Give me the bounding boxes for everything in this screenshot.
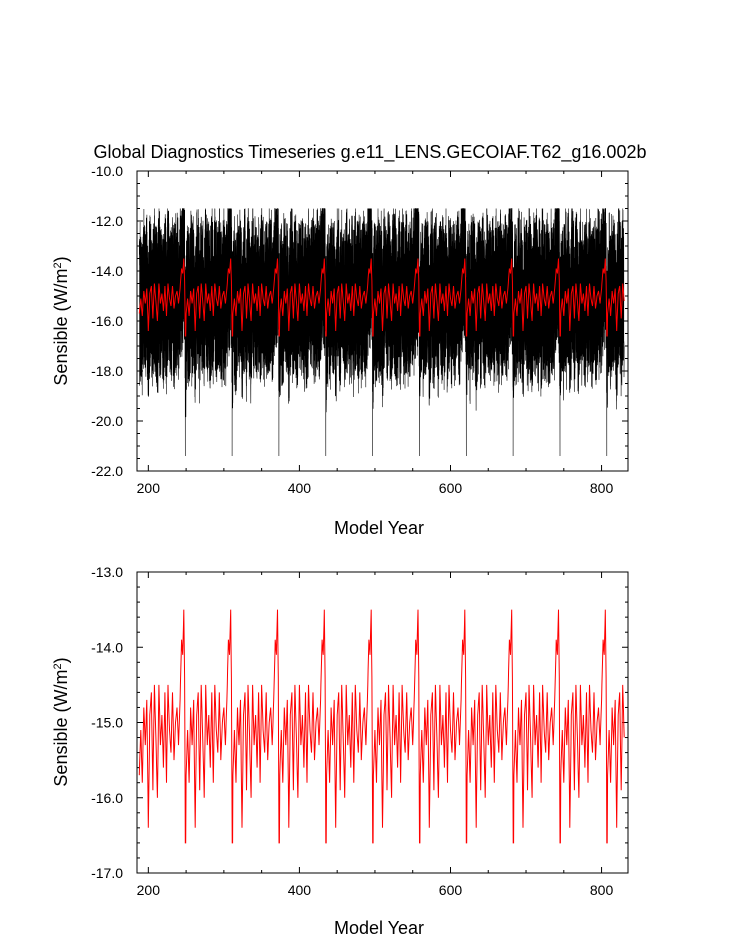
bottom-ylabel-sup: 2 bbox=[52, 663, 64, 669]
x-tick-label: 800 bbox=[590, 480, 614, 496]
bottom-ylabel-text: Sensible (W/m bbox=[51, 670, 71, 787]
top-ylabel: Sensible (W/m2) bbox=[51, 256, 71, 385]
bottom-ylabel-suffix: ) bbox=[51, 657, 71, 663]
bottom-axis-ticks: 200 400 600 800 -17.0 -16.0 -15.0 -14.0 -13.0 bbox=[91, 564, 628, 898]
x-tick-label: 200 bbox=[137, 882, 161, 898]
y-tick-label: -10.0 bbox=[91, 163, 123, 179]
y-tick-label: -16.0 bbox=[91, 790, 123, 806]
bottom-ylabel: Sensible (W/m2) bbox=[51, 657, 71, 786]
chart-title: Global Diagnostics Timeseries g.e11_LENS… bbox=[94, 142, 647, 163]
y-tick-label: -12.0 bbox=[91, 213, 123, 229]
top-panel: 200 400 600 800 -22.0 -20.0 -18.0 -16.0 -14.0 -12… bbox=[51, 163, 629, 538]
x-tick-label: 600 bbox=[439, 480, 463, 496]
top-axis-ticks: 200 400 600 800 -22.0 -20.0 -18.0 -16.0 -14.0 -12… bbox=[91, 163, 628, 496]
bottom-series bbox=[138, 609, 625, 844]
top-series bbox=[138, 208, 625, 457]
y-tick-label: -22.0 bbox=[91, 463, 123, 479]
x-tick-label: 400 bbox=[288, 480, 312, 496]
top-ylabel-sup: 2 bbox=[52, 262, 64, 268]
x-tick-label: 600 bbox=[439, 882, 463, 898]
x-tick-label: 400 bbox=[288, 882, 312, 898]
y-tick-label: -13.0 bbox=[91, 564, 123, 580]
y-tick-label: -14.0 bbox=[91, 639, 123, 655]
series-red-mean-bottom bbox=[138, 609, 625, 844]
x-tick-label: 800 bbox=[590, 882, 614, 898]
y-tick-label: -17.0 bbox=[91, 865, 123, 881]
y-tick-label: -14.0 bbox=[91, 263, 123, 279]
bottom-panel: 200 400 600 800 -17.0 -16.0 -15.0 -14.0 -13.0 Mo… bbox=[51, 564, 629, 938]
top-xlabel: Model Year bbox=[334, 518, 424, 538]
y-tick-label: -20.0 bbox=[91, 413, 123, 429]
y-tick-label: -18.0 bbox=[91, 363, 123, 379]
series-black-monthly bbox=[139, 208, 625, 457]
bottom-xlabel: Model Year bbox=[334, 918, 424, 938]
y-tick-label: -16.0 bbox=[91, 313, 123, 329]
x-tick-label: 200 bbox=[137, 480, 161, 496]
y-tick-label: -15.0 bbox=[91, 715, 123, 731]
top-ylabel-suffix: ) bbox=[51, 256, 71, 262]
top-ylabel-text: Sensible (W/m bbox=[51, 269, 71, 386]
series-red-mean-top bbox=[138, 258, 625, 337]
